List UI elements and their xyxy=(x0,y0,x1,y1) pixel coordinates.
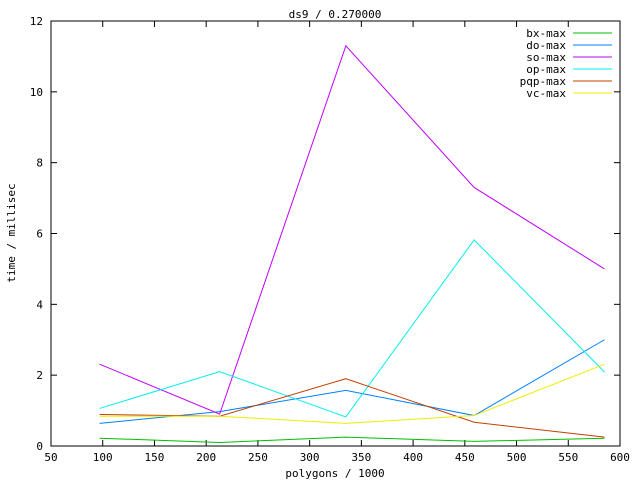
x-tick-label: 400 xyxy=(403,451,423,464)
x-tick-label: 550 xyxy=(558,451,578,464)
legend-label: vc-max xyxy=(526,87,566,100)
y-tick-label: 4 xyxy=(36,298,43,311)
y-tick-label: 8 xyxy=(36,157,43,170)
y-axis-label: time / millisec xyxy=(5,183,18,282)
series-line-do-max xyxy=(99,339,605,424)
series-line-so-max xyxy=(99,44,605,415)
x-tick-label: 200 xyxy=(196,451,216,464)
y-tick-label: 10 xyxy=(30,86,43,99)
x-tick-label: 250 xyxy=(248,451,268,464)
legend-label: pqp-max xyxy=(520,75,567,88)
x-tick-label: 150 xyxy=(145,451,165,464)
chart-title: ds9 / 0.270000 xyxy=(289,8,382,21)
series-line-op-max xyxy=(99,239,605,418)
x-tick-label: 500 xyxy=(507,451,527,464)
x-tick-label: 100 xyxy=(93,451,113,464)
y-tick-label: 0 xyxy=(36,440,43,453)
legend-label: so-max xyxy=(526,51,566,64)
legend-label: bx-max xyxy=(526,27,566,40)
y-tick-label: 6 xyxy=(36,228,43,241)
x-tick-label: 300 xyxy=(300,451,320,464)
y-tick-label: 2 xyxy=(36,369,43,382)
x-tick-label: 600 xyxy=(610,451,630,464)
legend-label: op-max xyxy=(526,63,566,76)
series-line-pqp-max xyxy=(99,378,605,438)
series-line-vc-max xyxy=(99,363,605,424)
series-line-bx-max xyxy=(99,436,605,443)
x-tick-label: 50 xyxy=(44,451,57,464)
y-tick-label: 12 xyxy=(30,15,43,28)
legend-label: do-max xyxy=(526,39,566,52)
x-tick-label: 450 xyxy=(455,451,475,464)
x-axis-label: polygons / 1000 xyxy=(285,467,384,480)
x-tick-label: 350 xyxy=(351,451,371,464)
